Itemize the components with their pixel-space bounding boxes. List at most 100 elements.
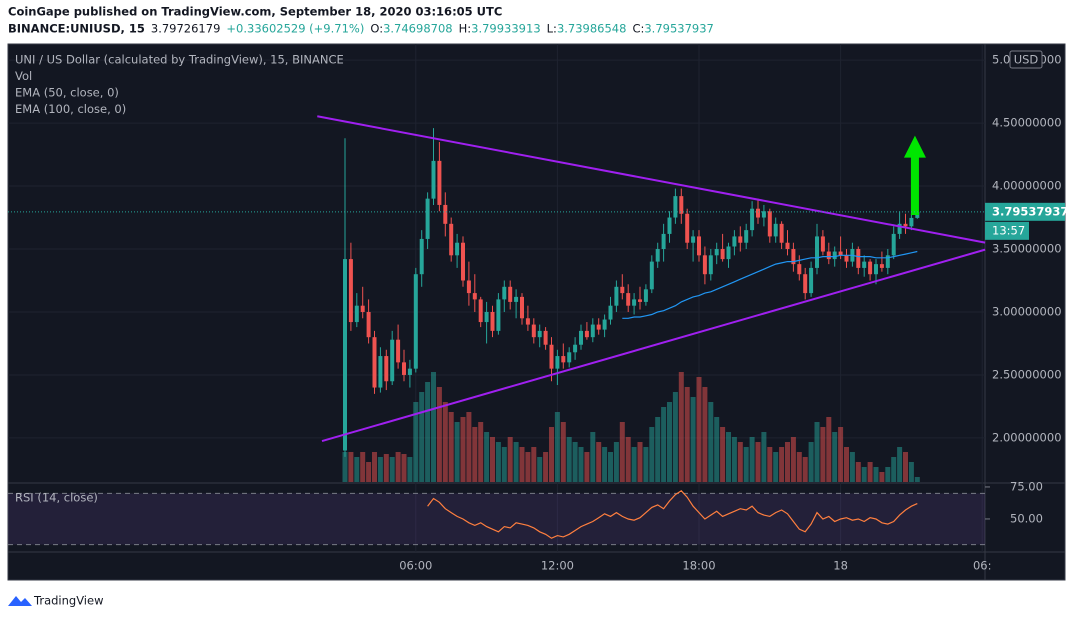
volume-bar bbox=[731, 437, 737, 482]
candle-body bbox=[820, 236, 825, 252]
volume-bar bbox=[678, 372, 684, 482]
header-text: +0.33602529 (+9.71%) bbox=[226, 22, 364, 36]
currency-box bbox=[1009, 50, 1043, 69]
candle-body bbox=[508, 286, 513, 302]
volume-bar bbox=[714, 417, 720, 482]
candle-body bbox=[638, 299, 642, 302]
header-text: 3.79726179 bbox=[151, 22, 221, 36]
volume-bar bbox=[737, 442, 743, 482]
candle-body bbox=[702, 255, 707, 275]
candle-body bbox=[472, 293, 477, 300]
candle-body bbox=[838, 251, 843, 256]
volume-bar bbox=[631, 447, 637, 482]
volume-bar bbox=[460, 417, 466, 482]
x-tick-label: 18:00 bbox=[682, 559, 715, 573]
candle-body bbox=[490, 311, 495, 331]
candle-body bbox=[809, 267, 814, 294]
volume-bar bbox=[749, 437, 755, 482]
volume-bar bbox=[566, 437, 572, 482]
volume-bar bbox=[879, 472, 885, 482]
candle-body bbox=[573, 344, 578, 353]
volume-bar bbox=[537, 457, 543, 482]
volume-bar bbox=[602, 447, 608, 482]
header-text: 3.79537937 bbox=[644, 22, 714, 36]
candle-body bbox=[667, 217, 672, 234]
volume-bar bbox=[826, 417, 832, 482]
volume-bar bbox=[525, 452, 531, 482]
header-text: L: bbox=[547, 22, 557, 36]
volume-bar bbox=[448, 412, 454, 482]
candle-body bbox=[461, 242, 465, 281]
volume-bar bbox=[436, 387, 442, 482]
countdown-tag bbox=[985, 221, 1029, 240]
volume-bar bbox=[790, 437, 796, 482]
candle-body bbox=[496, 299, 501, 331]
volume-bar bbox=[572, 442, 578, 482]
volume-bar bbox=[543, 452, 549, 482]
candle-body bbox=[868, 261, 873, 275]
price-tag bbox=[985, 202, 1065, 221]
volume-bar bbox=[785, 442, 790, 482]
volume-bar bbox=[360, 452, 366, 482]
rsi-band bbox=[8, 493, 985, 545]
volume-bar bbox=[897, 447, 903, 482]
volume-bar bbox=[690, 397, 696, 482]
trendline bbox=[317, 115, 986, 244]
candle-body bbox=[584, 330, 589, 338]
candle-body bbox=[478, 299, 483, 323]
candle-body bbox=[879, 264, 884, 268]
legend-entry: EMA (100, close, 0) bbox=[15, 102, 126, 116]
ema-line bbox=[622, 250, 918, 319]
volume-bar bbox=[490, 437, 495, 482]
volume-bar bbox=[649, 427, 655, 482]
volume-bar bbox=[903, 452, 908, 482]
volume-bar bbox=[590, 432, 596, 482]
candle-body bbox=[714, 249, 719, 256]
rsi-title: RSI (14, close) bbox=[15, 491, 98, 505]
volume-bar bbox=[667, 402, 672, 482]
rsi-tick-label: 75.00 bbox=[1010, 479, 1043, 493]
header-text: 3.73986548 bbox=[557, 22, 627, 36]
candle-body bbox=[756, 208, 760, 218]
candle-body bbox=[791, 249, 796, 265]
candle-body bbox=[348, 259, 353, 323]
volume-bar bbox=[767, 447, 773, 482]
volume-bar bbox=[442, 402, 448, 482]
candle-body bbox=[673, 196, 678, 218]
y-tick-label: 4.00000000 bbox=[992, 179, 1062, 193]
volume-bar bbox=[466, 412, 472, 482]
candle-body bbox=[856, 249, 861, 268]
volume-bar bbox=[755, 442, 761, 482]
volume-bar bbox=[454, 422, 460, 482]
y-tick-label: 3.50000000 bbox=[992, 242, 1062, 256]
candle-body bbox=[396, 339, 401, 363]
candle-body bbox=[402, 362, 406, 375]
volume-bar bbox=[495, 442, 501, 482]
price-tag-label: 3.79537937 bbox=[992, 204, 1068, 218]
volume-bar bbox=[708, 402, 714, 482]
volume-bar bbox=[814, 422, 820, 482]
volume-bar bbox=[796, 452, 802, 482]
candle-body bbox=[767, 211, 772, 237]
legend-entry: UNI / US Dollar (calculated by TradingVi… bbox=[15, 53, 344, 67]
volume-bar bbox=[655, 417, 661, 482]
volume-bar bbox=[549, 427, 554, 482]
candle-body bbox=[744, 230, 749, 243]
volume-bar bbox=[578, 447, 584, 482]
volume-bar bbox=[873, 467, 879, 482]
candle-body bbox=[419, 238, 424, 275]
volume-bar bbox=[596, 442, 602, 482]
candle-body bbox=[590, 324, 595, 338]
candle-body bbox=[750, 208, 755, 231]
legend-entry: Vol bbox=[15, 69, 32, 83]
candle-body bbox=[384, 356, 389, 382]
volume-bar bbox=[413, 402, 419, 482]
volume-bar bbox=[584, 452, 590, 482]
volume-bar bbox=[914, 477, 920, 482]
volume-bar bbox=[560, 422, 566, 482]
volume-bar bbox=[395, 452, 401, 482]
volume-bar bbox=[342, 452, 348, 482]
volume-bar bbox=[684, 387, 690, 482]
x-tick-label: 12:00 bbox=[541, 559, 574, 573]
rsi-line bbox=[427, 490, 918, 539]
